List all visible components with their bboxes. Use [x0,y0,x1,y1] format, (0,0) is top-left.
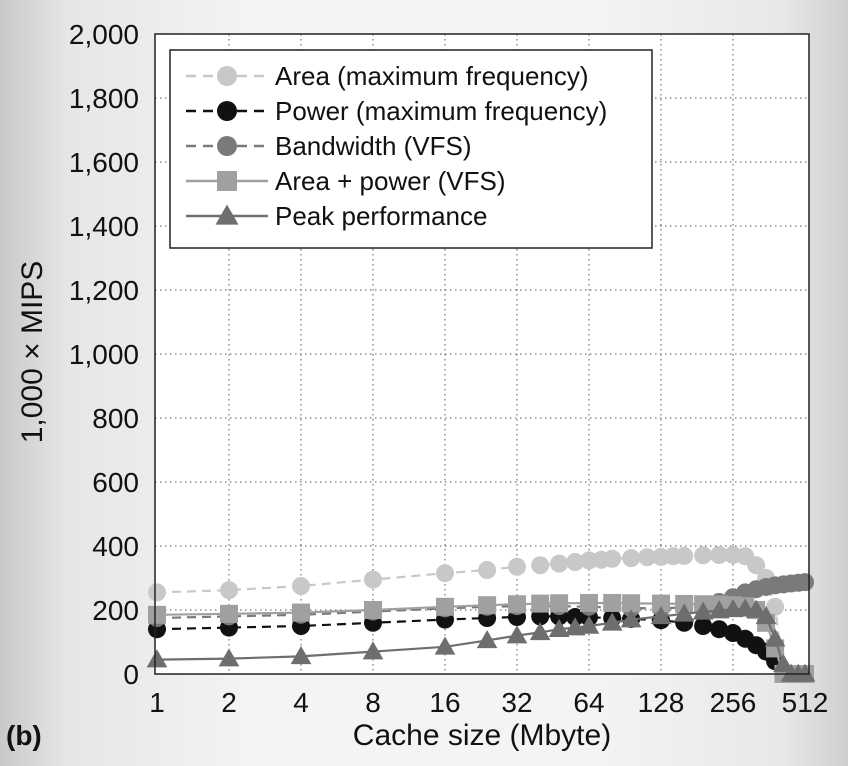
x-axis-label: Cache size (Mbyte) [353,719,611,752]
y-tick-label: 200 [92,595,139,626]
data-point [148,583,166,602]
data-point [550,554,569,573]
data-point [548,618,570,637]
legend-marker [217,101,237,121]
data-point [692,601,714,620]
data-point [747,556,766,575]
data-point [603,549,622,568]
legend-marker [215,204,239,225]
data-point [755,606,777,625]
y-tick-label: 1,800 [69,83,139,114]
plot-frame [154,33,810,675]
data-point [476,630,498,649]
data-point [146,649,168,668]
data-point [566,553,585,571]
data-point [620,609,642,628]
x-tick-label: 4 [293,687,309,718]
legend-entry: Area + power (VFS) [275,166,505,196]
data-point [148,605,166,624]
data-point [764,628,786,647]
series-5 [146,598,816,682]
data-point [218,648,240,667]
legend-marker [217,136,237,156]
y-tick-label: 1,600 [69,147,139,178]
data-point [773,654,794,673]
data-point [650,606,672,625]
legend-entry: Area (maximum frequency) [275,61,589,91]
data-point [578,615,600,634]
data-point [550,594,569,613]
data-point [529,622,551,641]
data-point [364,601,382,619]
data-point [506,625,528,644]
x-tick-label: 64 [573,687,604,718]
y-tick-label: 600 [92,467,139,498]
y-tick-label: 0 [123,659,139,690]
data-point [601,612,623,631]
y-tick-label: 1,400 [69,211,139,242]
data-point [694,546,713,565]
y-tick-label: 2,000 [69,19,139,50]
data-point [564,617,586,636]
y-tick-label: 400 [92,531,139,562]
data-point [290,646,312,665]
data-point [362,641,384,660]
data-point [364,570,382,589]
data-point [292,577,310,595]
data-point [580,593,598,612]
data-point [436,564,454,583]
data-point [508,557,526,576]
data-point [478,561,497,579]
tick-layer: 0 200 400 600 800 1,000 1,200 1,400 1,600 1,800 2,… [69,19,828,718]
data-point [434,636,456,655]
data-point [745,599,767,618]
legend-entry: Bandwidth (VFS) [275,131,472,161]
legend: Area (maximum frequency) Power (maximum f… [169,49,653,249]
data-point [531,556,550,575]
data-point [694,617,713,635]
x-tick-label: 32 [501,687,532,718]
data-point [436,597,454,616]
x-tick-label: 8 [365,687,381,718]
x-tick-label: 128 [638,687,685,718]
panel-label: (b) [6,720,42,751]
data-point [638,548,657,567]
data-point [766,597,785,616]
y-tick-label: 1,200 [69,275,139,306]
data-point [603,593,622,612]
data-point [673,603,695,622]
x-tick-label: 16 [429,687,460,718]
series-1 [148,545,793,683]
data-point [220,604,238,623]
data-point [508,595,526,614]
legend-entry: Power (maximum frequency) [275,96,607,126]
legend-entry: Peak performance [275,201,487,231]
legend-marker [217,171,237,191]
data-point [531,594,550,613]
legend-marker [217,66,237,86]
data-point [710,545,729,564]
data-point [652,594,670,613]
x-tick-label: 2 [221,687,237,718]
data-point [566,608,585,627]
x-tick-label: 512 [782,687,829,718]
y-axis-label: 1,000 × MIPS [16,261,49,444]
data-point [708,600,730,619]
data-point [710,620,729,639]
data-point [220,581,238,600]
x-tick-label: 1 [149,687,165,718]
y-tick-label: 800 [92,403,139,434]
x-tick-label: 256 [710,687,757,718]
data-point [622,549,641,568]
series-layer [146,545,816,683]
y-tick-label: 1,000 [69,339,139,370]
data-point [478,596,497,615]
data-point [675,546,694,565]
data-point [292,603,310,622]
data-point [796,573,814,592]
data-point [794,663,816,682]
data-point [622,594,641,613]
